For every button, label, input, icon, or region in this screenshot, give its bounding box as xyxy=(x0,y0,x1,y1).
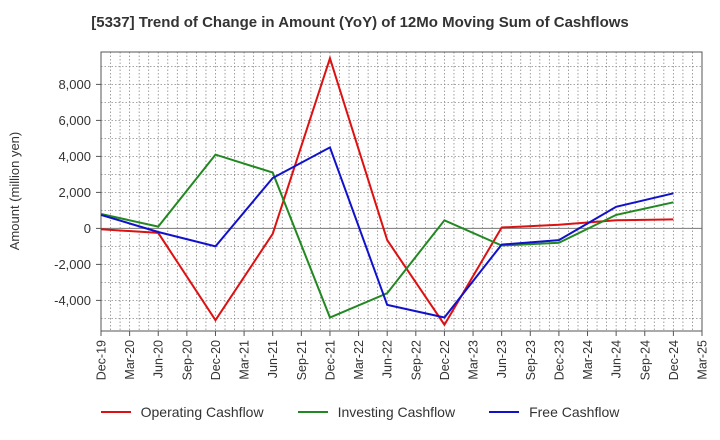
x-tick-label: Sep-20 xyxy=(180,340,194,380)
x-tick-label: Dec-22 xyxy=(438,340,452,380)
chart-title: [5337] Trend of Change in Amount (YoY) o… xyxy=(91,14,629,31)
x-tick-label: Dec-20 xyxy=(209,340,223,380)
x-tick-label: Sep-24 xyxy=(638,340,652,380)
grid-layer xyxy=(101,52,702,331)
x-tick-label: Jun-22 xyxy=(381,340,395,378)
x-tick-label: Mar-25 xyxy=(696,340,710,380)
legend-label-free: Free Cashflow xyxy=(529,404,620,420)
legend-swatch-operating xyxy=(100,411,131,413)
y-tick-label: 4,000 xyxy=(58,149,91,164)
x-tick-label: Dec-23 xyxy=(552,340,566,380)
x-tick-label: Mar-23 xyxy=(467,340,481,380)
series-layer xyxy=(100,55,674,327)
y-tick-label: 8,000 xyxy=(58,77,91,92)
x-tick-label: Mar-20 xyxy=(123,340,137,380)
x-tick-label: Sep-23 xyxy=(524,340,538,380)
series-line-investing-cashflow xyxy=(100,153,674,319)
legend-swatch-free xyxy=(489,411,520,413)
legend: Operating Cashflow Investing Cashflow Fr… xyxy=(0,404,720,420)
series-line-free-cashflow xyxy=(100,145,674,319)
x-tick-label: Dec-24 xyxy=(667,340,681,380)
series-line-operating-cashflow xyxy=(100,55,674,327)
x-tick-label: Jun-20 xyxy=(152,340,166,378)
plot-frame xyxy=(100,51,703,332)
legend-item-investing-cashflow: Investing Cashflow xyxy=(297,404,456,420)
x-tick-label: Jun-21 xyxy=(266,340,280,378)
legend-swatch-investing xyxy=(297,411,328,413)
legend-label-operating: Operating Cashflow xyxy=(140,404,264,420)
y-tick-label: -4,000 xyxy=(54,293,91,308)
axes-layer: -4,000 -2,000 0 2,000 4,000 6,000 8,000 Dec-19 M… xyxy=(54,51,710,380)
x-tick-label: Mar-24 xyxy=(581,340,595,380)
y-axis-label: Amount (million yen) xyxy=(7,132,22,251)
x-tick-label: Dec-19 xyxy=(95,340,109,380)
legend-label-investing: Investing Cashflow xyxy=(337,404,456,420)
y-tick-label: 0 xyxy=(84,221,91,236)
x-tick-label: Jun-23 xyxy=(495,340,509,378)
x-tick-label: Dec-21 xyxy=(323,340,337,380)
y-tick-label: 2,000 xyxy=(58,185,91,200)
legend-item-operating-cashflow: Operating Cashflow xyxy=(100,404,264,420)
y-tick-label: -2,000 xyxy=(54,257,91,272)
x-tick-label: Mar-21 xyxy=(238,340,252,380)
x-tick-label: Sep-22 xyxy=(409,340,423,380)
x-tick-label: Mar-22 xyxy=(352,340,366,380)
x-tick-label: Sep-21 xyxy=(295,340,309,380)
x-tick-label: Jun-24 xyxy=(610,340,624,378)
legend-item-free-cashflow: Free Cashflow xyxy=(489,404,619,420)
y-tick-label: 6,000 xyxy=(58,113,91,128)
